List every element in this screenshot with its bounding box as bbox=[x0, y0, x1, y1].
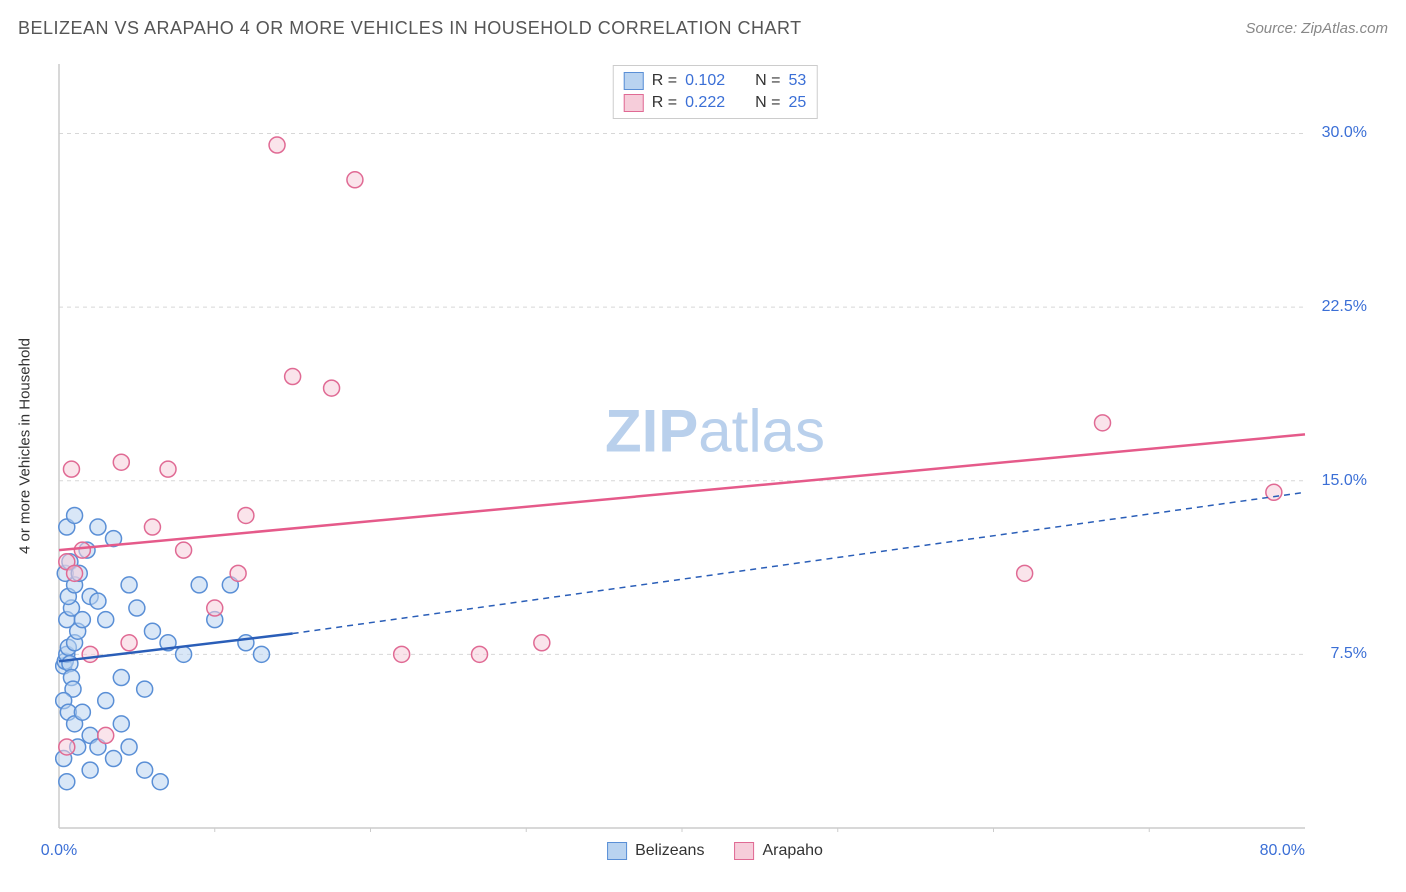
legend-series-item: Arapaho bbox=[734, 842, 823, 860]
legend-swatch bbox=[607, 842, 627, 860]
legend-r-value: 0.222 bbox=[685, 94, 725, 112]
y-tick-label: 7.5% bbox=[1331, 645, 1367, 663]
scatter-chart-svg bbox=[55, 60, 1375, 832]
legend-swatch bbox=[624, 72, 644, 90]
legend-n-label: N = bbox=[755, 94, 780, 112]
legend-r-label: R = bbox=[652, 72, 677, 90]
y-tick-label: 22.5% bbox=[1322, 298, 1367, 316]
chart-source: Source: ZipAtlas.com bbox=[1245, 20, 1388, 37]
legend-r-value: 0.102 bbox=[685, 72, 725, 90]
legend-series: Belizeans Arapaho bbox=[607, 842, 823, 860]
y-tick-label: 30.0% bbox=[1322, 124, 1367, 142]
legend-series-label: Arapaho bbox=[762, 842, 823, 860]
legend-n-label: N = bbox=[755, 72, 780, 90]
y-axis-label: 4 or more Vehicles in Household bbox=[17, 338, 34, 554]
legend-correlation-row: R = 0.222 N = 25 bbox=[624, 92, 807, 114]
legend-n-value: 25 bbox=[788, 94, 806, 112]
chart-title: BELIZEAN VS ARAPAHO 4 OR MORE VEHICLES I… bbox=[18, 18, 802, 39]
x-tick-label: 0.0% bbox=[41, 842, 77, 860]
x-tick-label: 80.0% bbox=[1260, 842, 1305, 860]
y-tick-label: 15.0% bbox=[1322, 472, 1367, 490]
legend-series-label: Belizeans bbox=[635, 842, 704, 860]
legend-correlation: R = 0.102 N = 53 R = 0.222 N = 25 bbox=[613, 65, 818, 119]
chart-header: BELIZEAN VS ARAPAHO 4 OR MORE VEHICLES I… bbox=[18, 18, 1388, 39]
legend-series-item: Belizeans bbox=[607, 842, 704, 860]
plot-area: ZIPatlas R =0.102N =53R =0.222N =25 Beli… bbox=[55, 60, 1375, 832]
legend-r-label: R = bbox=[652, 94, 677, 112]
legend-correlation-row: R = 0.102 N = 53 bbox=[624, 70, 807, 92]
legend-swatch bbox=[734, 842, 754, 860]
legend-swatch bbox=[624, 94, 644, 112]
legend-n-value: 53 bbox=[788, 72, 806, 90]
